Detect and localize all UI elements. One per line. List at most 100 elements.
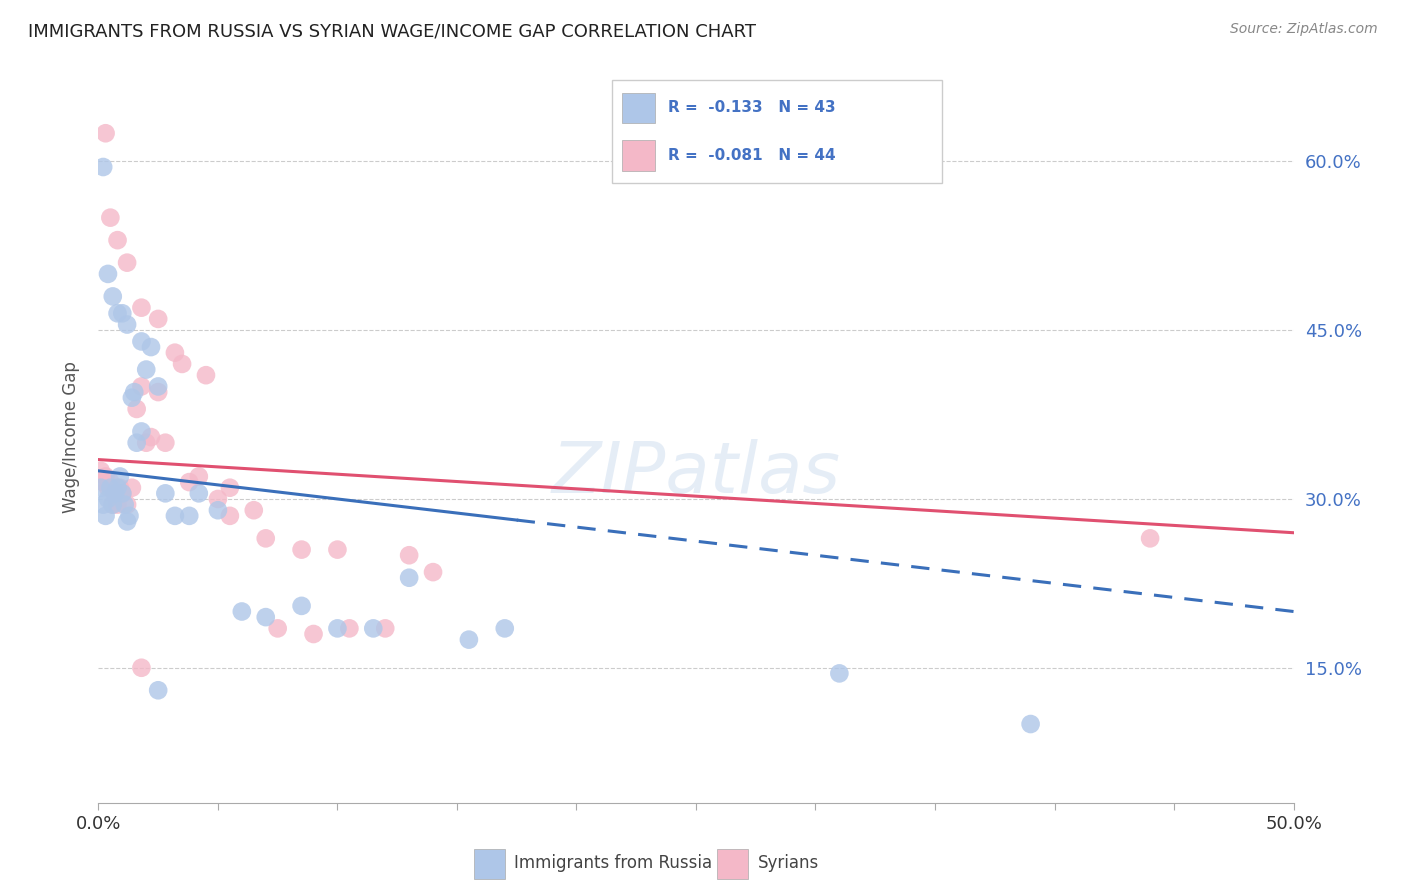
Point [135, 362, 157, 376]
Point [98, 475, 122, 489]
Text: Syrians: Syrians [758, 854, 820, 872]
Point [108, 469, 131, 483]
Point [125, 401, 148, 416]
Point [148, 312, 170, 326]
Point [219, 481, 242, 495]
FancyBboxPatch shape [474, 849, 505, 879]
Point [187, 469, 209, 483]
Point [254, 610, 277, 624]
Point [155, 435, 177, 450]
Point [398, 571, 420, 585]
Point [124, 385, 146, 400]
Point [148, 379, 170, 393]
Text: ZIPatlas: ZIPatlas [551, 439, 841, 508]
Point [107, 498, 129, 512]
Point [458, 632, 481, 647]
Point [111, 306, 134, 320]
Point [163, 508, 186, 523]
Point [363, 621, 385, 635]
Point [111, 486, 134, 500]
Point [179, 508, 201, 523]
Point [94, 508, 117, 523]
Text: R =  -0.081   N = 44: R = -0.081 N = 44 [668, 148, 835, 162]
FancyBboxPatch shape [717, 849, 748, 879]
Point [115, 498, 138, 512]
Point [131, 334, 153, 349]
Point [207, 503, 229, 517]
Point [398, 548, 420, 562]
FancyBboxPatch shape [621, 140, 655, 170]
Point [104, 486, 127, 500]
Text: R =  -0.133   N = 43: R = -0.133 N = 43 [668, 101, 835, 115]
Point [172, 357, 194, 371]
Point [179, 475, 201, 489]
Point [494, 621, 516, 635]
Point [219, 508, 242, 523]
Point [97, 267, 120, 281]
Point [131, 425, 153, 439]
Point [302, 627, 325, 641]
Point [115, 318, 138, 332]
Point [97, 481, 120, 495]
Point [121, 481, 143, 495]
Point [115, 515, 138, 529]
FancyBboxPatch shape [621, 93, 655, 123]
Point [107, 233, 129, 247]
Point [104, 486, 127, 500]
Point [148, 683, 170, 698]
Point [118, 508, 141, 523]
Point [114, 498, 136, 512]
Point [291, 599, 314, 613]
Point [108, 481, 131, 495]
Point [98, 211, 122, 225]
Point [94, 126, 117, 140]
Point [231, 605, 253, 619]
Point [139, 340, 162, 354]
Point [207, 491, 229, 506]
Point [91, 498, 114, 512]
Text: IMMIGRANTS FROM RUSSIA VS SYRIAN WAGE/INCOME GAP CORRELATION CHART: IMMIGRANTS FROM RUSSIA VS SYRIAN WAGE/IN… [28, 22, 756, 40]
Point [125, 435, 148, 450]
Point [326, 621, 349, 635]
Point [90, 464, 112, 478]
Point [139, 430, 162, 444]
Point [131, 661, 153, 675]
Point [326, 542, 349, 557]
Point [97, 491, 120, 506]
Point [98, 481, 122, 495]
Point [828, 666, 851, 681]
Point [121, 391, 143, 405]
Point [91, 475, 114, 489]
Point [94, 469, 117, 483]
Point [243, 503, 266, 517]
Point [291, 542, 314, 557]
Point [111, 486, 134, 500]
Point [107, 481, 129, 495]
Point [131, 301, 153, 315]
Point [107, 306, 129, 320]
Point [374, 621, 396, 635]
Point [91, 160, 114, 174]
Point [187, 486, 209, 500]
Point [422, 565, 444, 579]
Point [1139, 532, 1161, 546]
Point [1019, 717, 1042, 731]
Point [339, 621, 361, 635]
Point [115, 255, 138, 269]
Point [254, 532, 277, 546]
Point [163, 345, 186, 359]
Text: Source: ZipAtlas.com: Source: ZipAtlas.com [1230, 22, 1378, 37]
Text: Immigrants from Russia: Immigrants from Russia [515, 854, 713, 872]
Point [101, 498, 124, 512]
Point [101, 498, 124, 512]
Y-axis label: Wage/Income Gap: Wage/Income Gap [62, 361, 80, 513]
Point [148, 385, 170, 400]
Point [101, 289, 124, 303]
Point [155, 486, 177, 500]
Point [135, 435, 157, 450]
Point [267, 621, 290, 635]
Point [195, 368, 218, 383]
Point [131, 379, 153, 393]
Point [90, 481, 112, 495]
FancyBboxPatch shape [612, 80, 942, 183]
